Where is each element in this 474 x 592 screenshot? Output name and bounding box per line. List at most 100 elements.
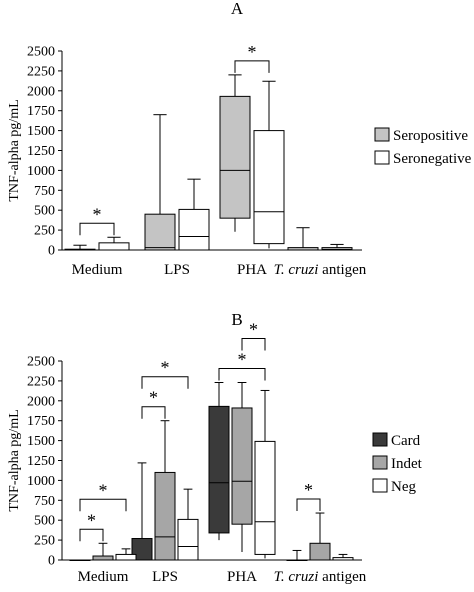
box-neg-2 xyxy=(254,389,276,559)
bracket-line xyxy=(296,498,321,512)
significance-star: * xyxy=(87,510,96,530)
significance-bracket: * xyxy=(79,480,127,512)
significance-star: * xyxy=(99,480,108,500)
box-neg-1 xyxy=(177,488,199,561)
legend: Seropositive Seronegative xyxy=(374,127,472,167)
box xyxy=(208,405,230,534)
y-tick-label: 2000 xyxy=(27,84,55,99)
significance-bracket: * xyxy=(141,358,189,389)
box-seropositive-2 xyxy=(219,74,251,232)
y-tick-label: 0 xyxy=(48,554,55,569)
panel-B: B 0 250 500 750 1000 1250 1500 1750 2000 2250 2500 T… xyxy=(7,310,423,585)
bracket-line xyxy=(218,367,266,381)
significance-star: * xyxy=(249,319,258,339)
box xyxy=(178,208,210,251)
legend-label: Neg xyxy=(391,479,416,495)
significance-bracket: * xyxy=(234,42,270,73)
box-card-3 xyxy=(286,549,308,561)
significance-bracket: * xyxy=(79,510,104,542)
legend-label: Indet xyxy=(391,456,423,472)
y-tick-label: 0 xyxy=(48,244,55,259)
box-card-0 xyxy=(69,559,91,561)
bracket-line xyxy=(141,376,189,389)
y-tick-label: 2000 xyxy=(27,394,55,409)
significance-bracket: * xyxy=(296,480,321,512)
x-category-label: T. cruzi antigen xyxy=(274,569,367,585)
box-seronegative-3 xyxy=(321,243,353,251)
legend-label: Seronegative xyxy=(393,151,472,167)
box xyxy=(154,471,176,561)
y-tick-label: 1500 xyxy=(27,124,55,139)
significance-star: * xyxy=(304,480,313,500)
legend-swatch xyxy=(372,455,388,470)
box-indet-2 xyxy=(231,381,253,553)
box xyxy=(177,518,199,561)
y-tick-label: 250 xyxy=(34,534,55,549)
legend-swatch xyxy=(372,432,388,447)
y-tick-label: 1750 xyxy=(27,104,55,119)
box-seropositive-1 xyxy=(144,114,176,251)
x-category-label: PHA xyxy=(227,569,257,585)
panel-A: A 0 250 500 750 1000 1250 1500 1750 2000 2250 2500 T… xyxy=(7,0,472,278)
box xyxy=(92,555,114,561)
box-seronegative-2 xyxy=(253,80,285,249)
box-card-2 xyxy=(208,381,230,541)
bracket-line xyxy=(79,222,115,236)
y-tick-label: 2250 xyxy=(27,64,55,79)
y-tick-label: 2250 xyxy=(27,374,55,389)
y-tick-label: 1000 xyxy=(27,474,55,489)
bracket-line xyxy=(79,498,127,512)
legend-label: Seropositive xyxy=(393,128,468,144)
box-indet-3 xyxy=(309,512,331,561)
y-tick-label: 500 xyxy=(34,204,55,219)
bracket-line xyxy=(79,528,104,542)
x-category-label-italic: T. cruzi xyxy=(274,569,319,585)
y-tick-label: 1000 xyxy=(27,164,55,179)
y-tick-label: 250 xyxy=(34,224,55,239)
x-category-label-rest: antigen xyxy=(318,262,366,278)
significance-star: * xyxy=(149,388,158,408)
y-tick-label: 2500 xyxy=(27,45,55,60)
x-category-label: LPS xyxy=(152,569,178,585)
significance-bracket: * xyxy=(79,204,115,236)
box xyxy=(115,553,137,561)
x-category-label: Medium xyxy=(78,569,129,585)
y-tick-label: 500 xyxy=(34,514,55,529)
significance-star: * xyxy=(238,349,247,369)
box-seronegative-1 xyxy=(178,178,210,251)
legend-swatch xyxy=(374,127,390,142)
significance-star: * xyxy=(161,358,170,378)
significance-bracket: * xyxy=(218,349,266,381)
significance-star: * xyxy=(248,42,257,62)
y-tick-label: 1250 xyxy=(27,454,55,469)
legend-swatch xyxy=(374,150,390,165)
y-tick-label: 750 xyxy=(34,494,55,509)
y-axis-title: TNF-alpha pg/mL xyxy=(7,99,22,201)
panel-label: B xyxy=(231,310,242,329)
legend-label: Card xyxy=(391,433,421,449)
x-category-label: T. cruzi antigen xyxy=(274,262,367,278)
box-indet-0 xyxy=(92,542,114,561)
box xyxy=(98,242,130,251)
y-tick-label: 1500 xyxy=(27,434,55,449)
box-card-1 xyxy=(131,462,153,561)
box-seropositive-3 xyxy=(287,227,319,251)
significance-bracket: * xyxy=(141,388,166,419)
y-axis-title: TNF-alpha pg/mL xyxy=(7,409,22,511)
y-tick-label: 2500 xyxy=(27,355,55,370)
box xyxy=(219,95,251,219)
box xyxy=(144,213,176,251)
x-category-label: LPS xyxy=(164,262,190,278)
box xyxy=(254,440,276,555)
bracket-line xyxy=(141,406,166,419)
x-category-label-rest: antigen xyxy=(318,569,366,585)
box-seropositive-0 xyxy=(64,244,96,251)
x-category-label-italic: T. cruzi xyxy=(274,262,319,278)
box-neg-3 xyxy=(332,553,354,561)
y-tick-label: 1250 xyxy=(27,144,55,159)
significance-bracket: * xyxy=(241,319,266,351)
x-category-label: Medium xyxy=(72,262,123,278)
y-tick-label: 750 xyxy=(34,184,55,199)
